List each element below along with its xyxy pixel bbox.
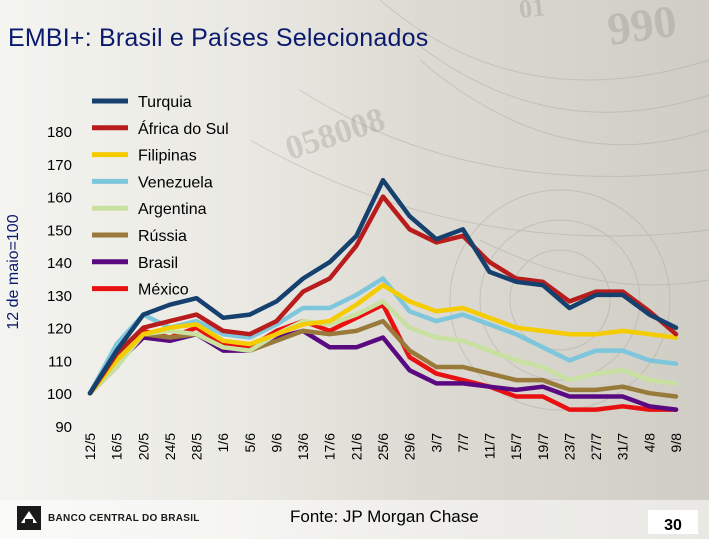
x-tick-label: 25/6 xyxy=(375,433,391,460)
page-number: 30 xyxy=(648,510,698,534)
y-tick-label: 140 xyxy=(47,255,72,272)
legend-label: Filipinas xyxy=(138,148,197,165)
y-tick-label: 130 xyxy=(47,288,72,305)
bank-name: BANCO CENTRAL DO BRASIL xyxy=(48,512,200,524)
x-tick-label: 19/7 xyxy=(535,433,551,460)
x-tick-label: 7/7 xyxy=(455,433,471,453)
series-line-turquia xyxy=(87,177,679,396)
x-tick-label: 11/7 xyxy=(482,433,498,459)
source-note: Fonte: JP Morgan Chase xyxy=(290,507,479,526)
y-axis: 90 100 110 120 130 140 150 160 170 180 xyxy=(47,124,72,436)
x-tick-label: 5/6 xyxy=(242,433,258,453)
legend-label: Rússia xyxy=(138,228,187,245)
x-tick-label: 15/7 xyxy=(508,433,524,460)
x-tick-label: 27/7 xyxy=(588,433,604,460)
slide-title: EMBI+: Brasil e Países Selecionados xyxy=(8,24,429,52)
x-tick-label: 21/6 xyxy=(348,433,364,460)
x-tick-label: 9/8 xyxy=(668,433,684,453)
y-tick-label: 90 xyxy=(55,419,72,436)
y-tick-label: 170 xyxy=(47,157,72,174)
legend-label: Brasil xyxy=(138,255,178,272)
x-tick-label: 1/6 xyxy=(215,433,231,453)
x-tick-label: 3/7 xyxy=(428,433,444,453)
svg-text:990: 990 xyxy=(604,0,679,55)
x-tick-label: 12/5 xyxy=(82,433,98,460)
series-line--frica-do-sul xyxy=(87,194,679,396)
legend-label: Argentina xyxy=(138,201,207,218)
series-line-brasil xyxy=(87,328,679,412)
bank-logo: BANCO CENTRAL DO BRASIL xyxy=(16,505,200,531)
svg-text:01: 01 xyxy=(518,0,547,24)
x-tick-label: 28/5 xyxy=(189,433,205,460)
x-tick-label: 20/5 xyxy=(135,433,151,460)
y-tick-label: 180 xyxy=(47,124,72,141)
y-tick-label: 160 xyxy=(47,190,72,207)
legend-label: África do Sul xyxy=(138,119,229,138)
x-tick-label: 16/5 xyxy=(109,433,125,460)
bank-emblem-icon xyxy=(17,506,41,530)
x-tick-label: 9/6 xyxy=(268,433,284,453)
y-tick-label: 110 xyxy=(48,353,72,370)
y-tick-label: 120 xyxy=(47,321,72,338)
plot-area xyxy=(87,177,679,412)
legend-label: México xyxy=(138,282,189,299)
series-line-argentina xyxy=(87,299,679,396)
x-tick-label: 23/7 xyxy=(561,433,577,460)
x-tick-label: 29/6 xyxy=(402,433,418,460)
legend: Turquia África do Sul Filipinas Venezuela Ar… xyxy=(92,94,229,299)
x-tick-label: 31/7 xyxy=(615,433,631,460)
x-axis: 12/5 16/5 20/5 24/5 28/5 1/6 5/6 9/6 13/6 17/6 21/… xyxy=(82,433,684,460)
y-axis-label: 12 de maio=100 xyxy=(5,214,22,329)
x-tick-label: 17/6 xyxy=(322,433,338,460)
series-line-filipinas xyxy=(87,282,679,396)
x-tick-label: 13/6 xyxy=(295,433,311,460)
y-tick-label: 100 xyxy=(47,386,72,403)
x-tick-label: 24/5 xyxy=(162,433,178,460)
y-tick-label: 150 xyxy=(47,222,72,239)
legend-label: Turquia xyxy=(138,94,192,111)
x-tick-label: 4/8 xyxy=(641,433,657,453)
legend-label: Venezuela xyxy=(138,174,213,191)
